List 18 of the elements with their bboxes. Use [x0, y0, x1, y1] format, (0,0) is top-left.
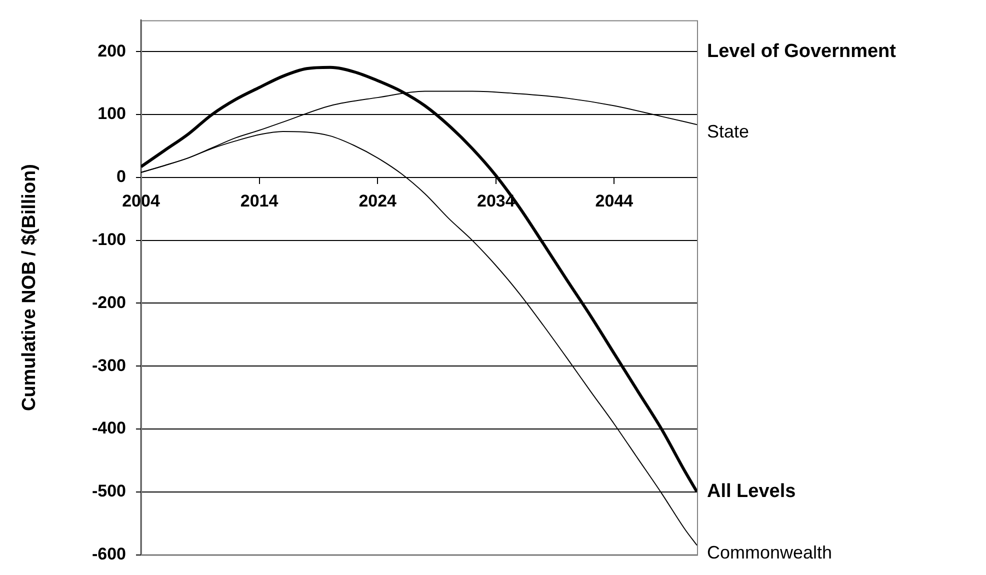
- legend-title: Level of Government: [707, 40, 897, 62]
- x-tick-label: 2014: [240, 191, 279, 210]
- y-tick-label: 0: [116, 167, 126, 186]
- y-tick-label: 100: [98, 104, 126, 124]
- y-tick-label: -600: [92, 544, 126, 564]
- series-label: Commonwealth: [707, 542, 832, 562]
- y-tick-label: -100: [92, 230, 126, 250]
- y-tick-label: -300: [92, 356, 126, 375]
- y-tick-label: -500: [92, 482, 126, 501]
- y-axis-title: Cumulative NOB / $(Billion): [19, 164, 40, 412]
- series-label: State: [707, 122, 750, 142]
- series-label: All Levels: [707, 481, 796, 502]
- x-tick-label: 2034: [476, 191, 516, 210]
- y-tick-label: -400: [92, 418, 126, 438]
- y-tick-label: -200: [92, 292, 126, 312]
- y-tick-label: 200: [98, 41, 126, 60]
- x-tick-label: 2044: [595, 191, 634, 210]
- x-tick-label: 2024: [358, 191, 398, 210]
